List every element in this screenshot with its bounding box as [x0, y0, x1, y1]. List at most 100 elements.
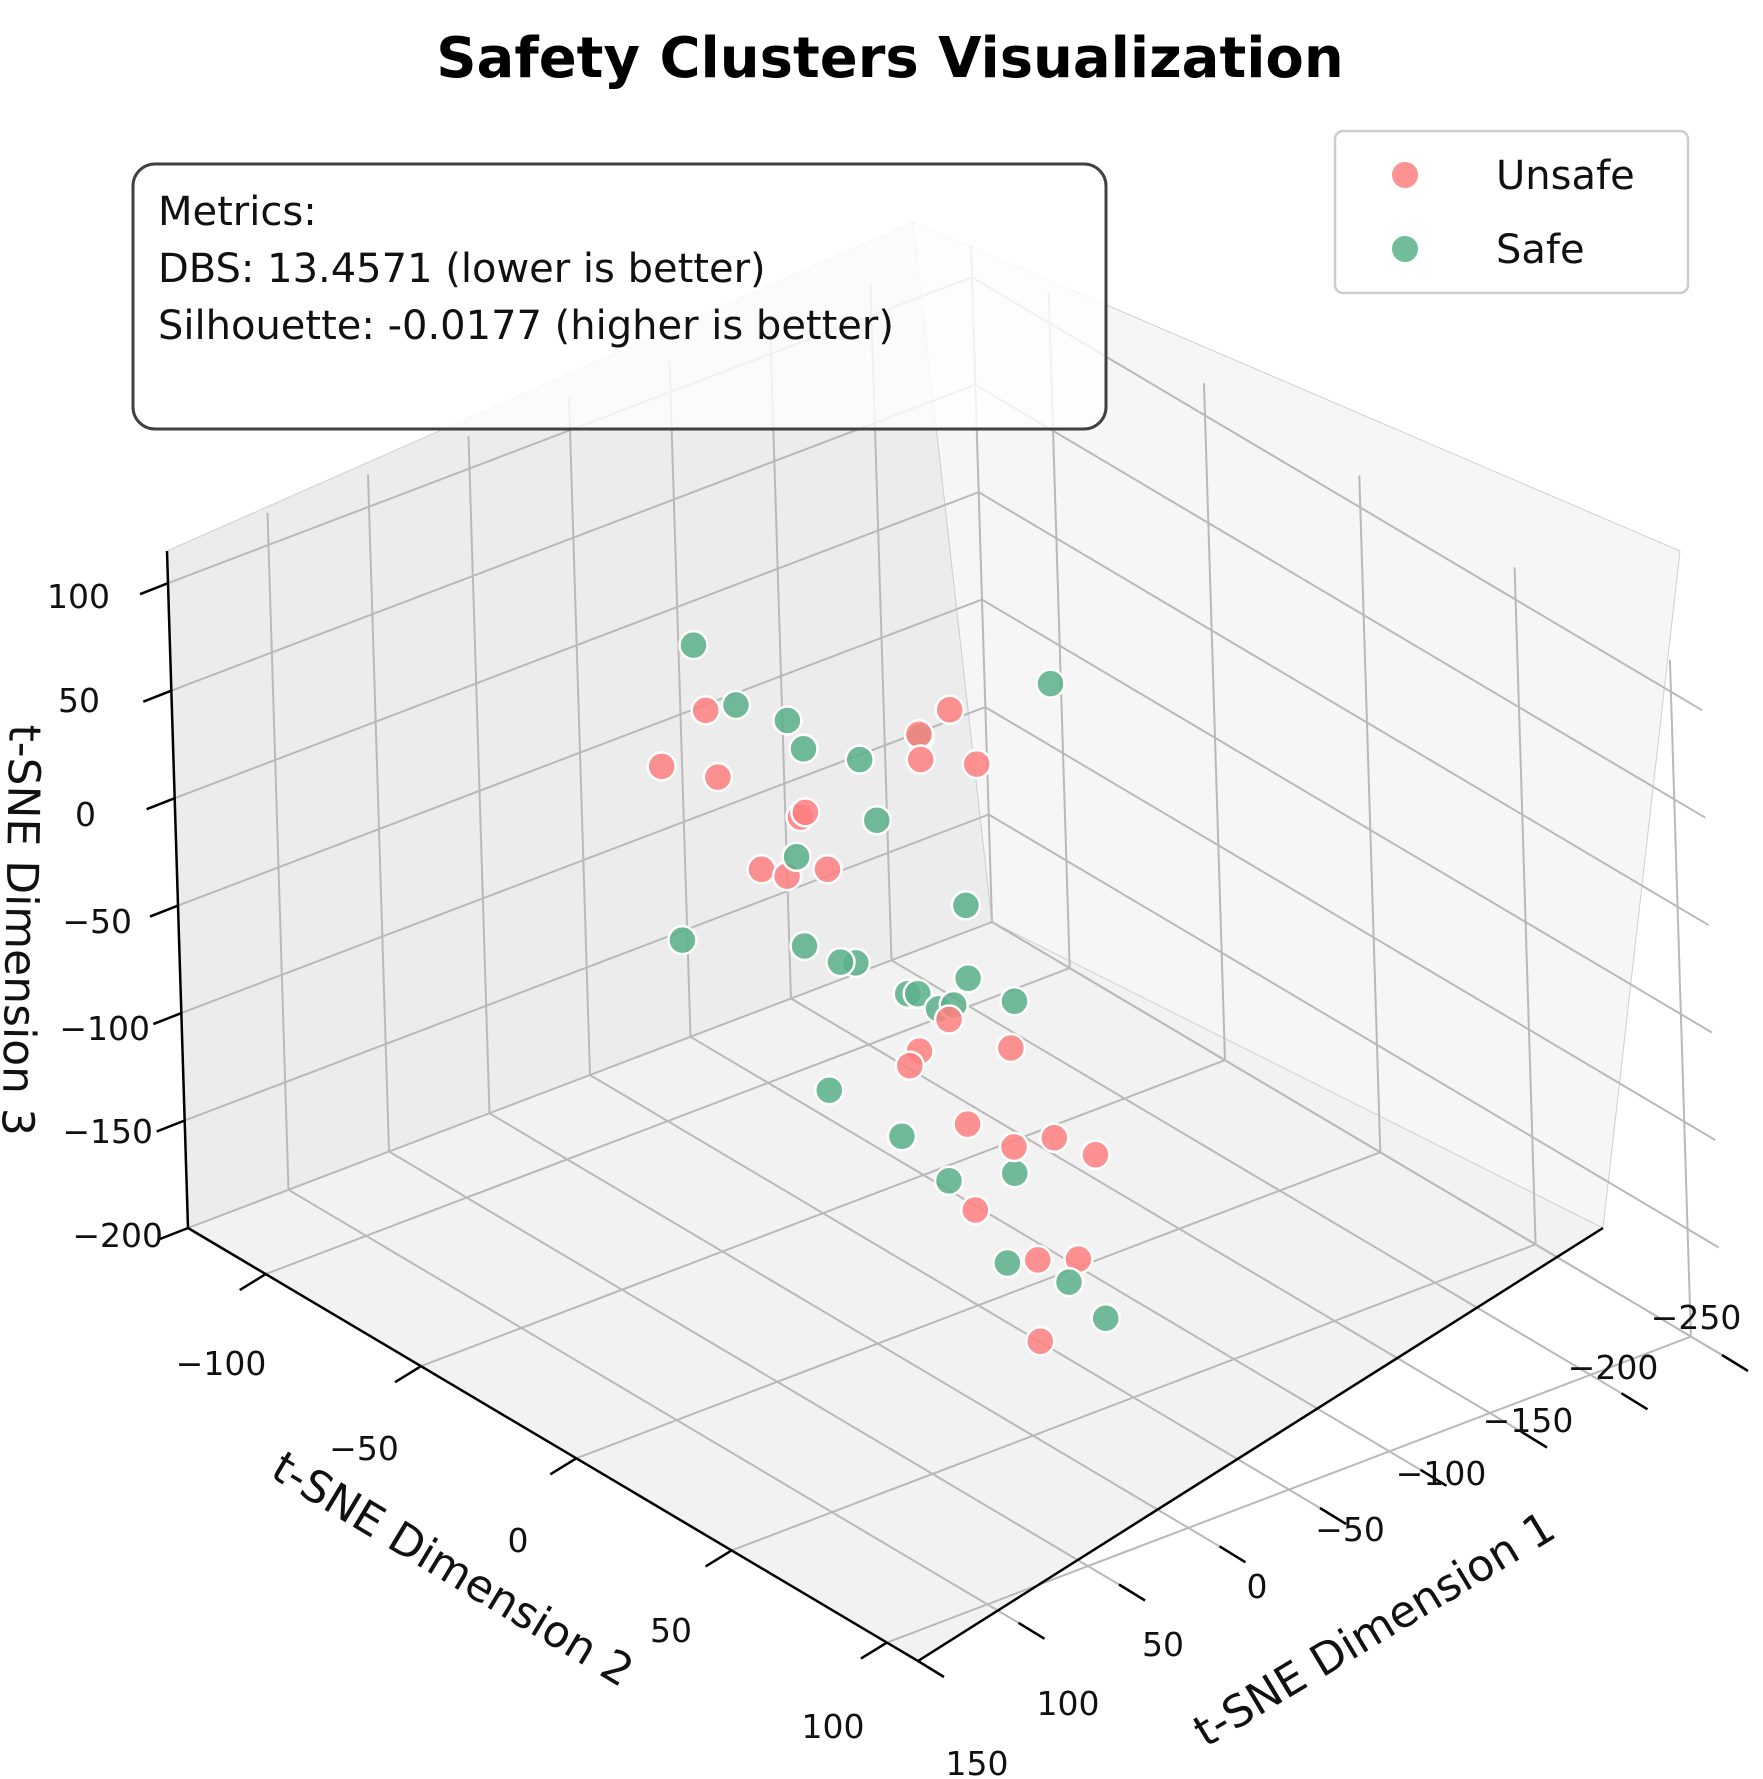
y-tick-mark — [704, 1549, 733, 1568]
point-unsafe — [746, 854, 777, 885]
z-tick-label: −100 — [59, 1009, 150, 1048]
grid-line — [589, 1074, 1321, 1509]
x-tick-label: −100 — [1396, 1454, 1487, 1493]
grid — [166, 244, 1723, 1662]
grid-line — [420, 1059, 1226, 1368]
point-unsafe — [1022, 1244, 1054, 1276]
point-safe — [999, 1157, 1031, 1189]
z-axis-line — [165, 550, 190, 1229]
point-safe — [952, 963, 984, 994]
grid-line — [467, 436, 491, 1114]
point-safe — [788, 733, 819, 765]
point-unsafe — [702, 761, 734, 793]
legend-marker-unsafe — [1390, 160, 1420, 190]
point-safe — [992, 1247, 1023, 1279]
y-tick-label: 0 — [508, 1521, 529, 1560]
grid-line — [668, 359, 692, 1037]
point-safe — [1090, 1302, 1121, 1334]
y-tick-mark — [239, 1273, 267, 1292]
point-unsafe — [1080, 1139, 1111, 1171]
x-tick-label: 0 — [1247, 1567, 1268, 1606]
point-safe — [781, 841, 812, 873]
grid-line — [174, 491, 980, 800]
y-tick-label: −100 — [176, 1344, 267, 1383]
x-tick-mark — [1419, 1468, 1448, 1487]
x-tick-label: −150 — [1483, 1401, 1574, 1440]
legend-frame — [1333, 129, 1690, 295]
grid-line — [388, 1150, 1120, 1586]
point-unsafe — [961, 748, 992, 780]
legend-label-unsafe: Unsafe — [1496, 153, 1635, 199]
data-points — [646, 629, 1121, 1357]
z-tick-label: 100 — [47, 577, 110, 616]
point-unsafe — [933, 1004, 965, 1035]
x-tick-label: −50 — [1315, 1510, 1385, 1549]
metrics-box-frame — [131, 162, 1108, 431]
x-tick-label: 50 — [1142, 1625, 1184, 1664]
point-unsafe — [903, 718, 935, 750]
y-tick-label: −50 — [329, 1429, 399, 1468]
x-tick-label: −250 — [1651, 1298, 1742, 1337]
point-unsafe — [960, 1194, 991, 1226]
grid-line — [981, 598, 1713, 1034]
grid-line — [170, 383, 976, 692]
x-tick-mark — [1017, 1621, 1046, 1640]
x-tick-mark — [917, 1659, 945, 1679]
y-tick-label: 100 — [802, 1707, 865, 1746]
z-tick-label: −50 — [62, 902, 132, 941]
z-axis-label: t-SNE Dimension 3 — [0, 724, 50, 1136]
grid-line — [984, 706, 1716, 1141]
x-axis-line — [917, 1226, 1604, 1663]
point-safe — [933, 1165, 965, 1197]
grid-line — [488, 1112, 1221, 1548]
point-safe — [950, 890, 982, 921]
grid-line — [575, 1151, 1381, 1460]
point-safe — [678, 629, 709, 661]
z-tick-labels: 100 50 0 −50 −100 −150 −200 — [47, 577, 163, 1255]
grid-line — [978, 491, 1710, 927]
point-unsafe — [934, 694, 965, 725]
metrics-dbs: DBS: 13.4571 (lower is better) — [158, 246, 766, 292]
point-safe — [814, 1074, 845, 1106]
metrics-silhouette: Silhouette: -0.0177 (higher is better) — [158, 303, 894, 349]
grid-line — [1358, 475, 1382, 1153]
point-safe — [886, 1121, 918, 1152]
grid-line — [988, 813, 1720, 1249]
x-tick-labels: −250 −200 −150 −100 −50 0 50 100 150 — [946, 1298, 1742, 1779]
point-unsafe — [812, 853, 843, 885]
grid-line — [974, 383, 1706, 819]
metrics-header: Metrics: — [158, 189, 317, 235]
z-tick-mark — [149, 904, 179, 918]
y-tick-mark — [549, 1457, 577, 1476]
z-tick-mark — [146, 797, 176, 811]
x-tick-mark — [1319, 1506, 1347, 1526]
legend: Unsafe Safe — [1333, 129, 1690, 295]
x-tick-label: −200 — [1568, 1348, 1659, 1387]
point-safe — [720, 689, 752, 721]
y-tick-label: 50 — [650, 1611, 692, 1650]
point-safe — [825, 946, 856, 978]
x-tick-label: 150 — [946, 1744, 1009, 1779]
y-tick-mark — [394, 1365, 422, 1384]
z-tick-label: 0 — [75, 795, 96, 834]
x-tick-mark — [1218, 1545, 1247, 1564]
point-unsafe — [952, 1108, 983, 1140]
point-safe — [772, 705, 803, 736]
point-safe — [861, 804, 893, 836]
grid-line — [177, 598, 983, 907]
z-tick-label: 50 — [58, 681, 100, 720]
point-safe — [844, 744, 875, 775]
chart-title: Safety Clusters Visualization — [436, 26, 1344, 91]
x-tick-mark — [1118, 1583, 1146, 1602]
point-safe — [667, 924, 698, 956]
point-unsafe — [995, 1032, 1027, 1064]
grid-line — [1668, 659, 1692, 1337]
grid-line — [568, 397, 591, 1076]
z-tick-label: −150 — [62, 1112, 153, 1151]
grid-line — [367, 474, 390, 1152]
grid-line — [184, 813, 990, 1122]
point-unsafe — [790, 797, 821, 828]
point-unsafe — [998, 1131, 1030, 1163]
y-axis-line — [187, 1226, 919, 1663]
